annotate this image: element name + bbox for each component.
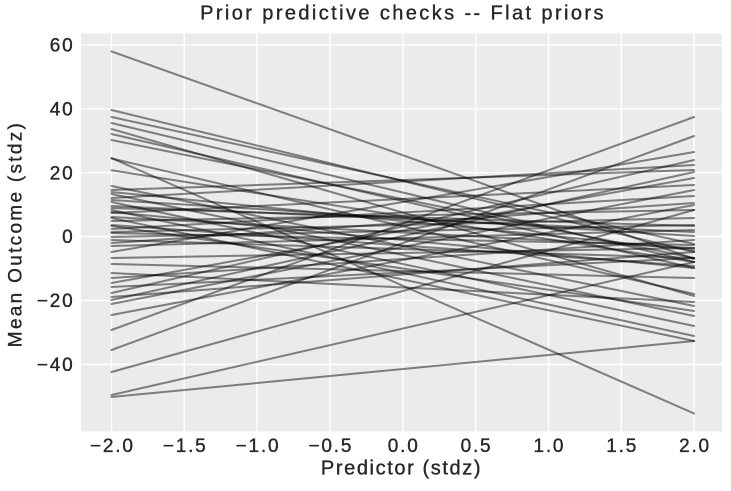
svg-text:−0.5: −0.5 (309, 436, 354, 457)
svg-text:−1.0: −1.0 (236, 436, 281, 457)
svg-text:−2.0: −2.0 (90, 436, 135, 457)
svg-text:Mean Outcome (stdz): Mean Outcome (stdz) (6, 121, 27, 347)
svg-text:2.0: 2.0 (679, 436, 711, 457)
svg-text:1.0: 1.0 (533, 436, 565, 457)
svg-text:Predictor (stdz): Predictor (stdz) (321, 458, 482, 480)
svg-text:0.0: 0.0 (388, 436, 420, 457)
svg-text:20: 20 (50, 163, 75, 184)
svg-text:−1.5: −1.5 (163, 436, 208, 457)
svg-text:0: 0 (62, 227, 74, 248)
svg-text:Prior predictive checks -- Fla: Prior predictive checks -- Flat priors (200, 3, 606, 25)
svg-text:1.5: 1.5 (606, 436, 638, 457)
svg-text:0.5: 0.5 (461, 436, 493, 457)
svg-text:40: 40 (50, 99, 75, 120)
svg-text:60: 60 (50, 36, 75, 57)
svg-text:−40: −40 (37, 355, 75, 376)
svg-text:−20: −20 (37, 291, 75, 312)
